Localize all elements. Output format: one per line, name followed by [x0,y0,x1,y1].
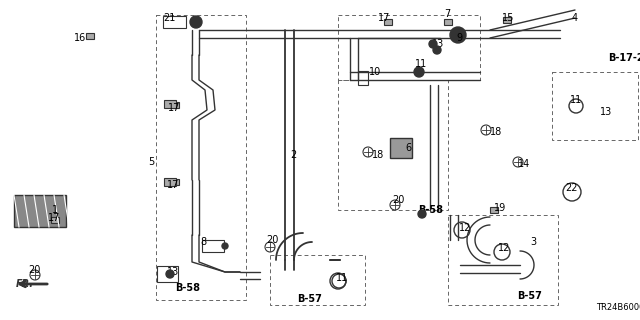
Circle shape [166,270,174,278]
Bar [444,19,452,25]
Bar [163,16,186,28]
Bar [202,240,224,252]
Text: 21: 21 [163,13,175,23]
Circle shape [190,16,202,28]
Text: 8: 8 [200,237,206,247]
Bar [390,138,412,158]
Text: 15: 15 [502,13,515,23]
Text: 20: 20 [266,235,278,245]
Text: 12: 12 [459,223,472,233]
Text: 17: 17 [168,103,180,113]
Text: B-58: B-58 [418,205,443,215]
Text: 13: 13 [167,267,179,277]
Text: 20: 20 [392,195,404,205]
Circle shape [191,18,199,26]
Bar [503,17,511,23]
Bar [171,179,179,185]
Text: 19: 19 [494,203,506,213]
Text: 10: 10 [369,67,381,77]
Text: 13: 13 [600,107,612,117]
Bar [490,207,498,213]
Circle shape [433,46,441,54]
Text: 11: 11 [336,273,348,283]
Text: 1: 1 [52,205,58,215]
Text: B-17-20: B-17-20 [608,53,640,63]
Text: 18: 18 [372,150,384,160]
Text: 12: 12 [498,243,510,253]
Bar [171,102,179,108]
Bar [51,217,59,223]
Bar [157,266,178,282]
Text: 17: 17 [378,13,390,23]
Bar [86,33,94,39]
Bar [164,100,176,108]
Text: 16: 16 [74,33,86,43]
Text: 17: 17 [167,180,179,190]
Text: B-57: B-57 [298,294,323,304]
Text: 2: 2 [290,150,296,160]
Text: 14: 14 [518,159,531,169]
Text: FR.: FR. [16,279,34,289]
Circle shape [450,27,466,43]
Circle shape [429,40,437,48]
Text: 18: 18 [490,127,502,137]
Bar [14,195,66,227]
Circle shape [414,67,424,77]
Bar [384,19,392,25]
Text: 9: 9 [456,33,462,43]
Text: 17: 17 [48,213,60,223]
Text: TR24B6000A: TR24B6000A [596,303,640,313]
Bar [164,178,176,186]
Text: B-57: B-57 [518,291,543,301]
Circle shape [418,210,426,218]
Text: 20: 20 [28,265,40,275]
Text: 6: 6 [405,143,411,153]
Bar [358,71,368,85]
Text: B-58: B-58 [175,283,200,293]
Text: 5: 5 [148,157,154,167]
Text: 3: 3 [530,237,536,247]
Text: 7: 7 [444,9,451,19]
Text: 4: 4 [572,13,578,23]
Text: 22: 22 [565,183,577,193]
Circle shape [222,243,228,249]
Text: 13: 13 [432,39,444,49]
Text: 11: 11 [415,59,428,69]
Text: 11: 11 [570,95,582,105]
